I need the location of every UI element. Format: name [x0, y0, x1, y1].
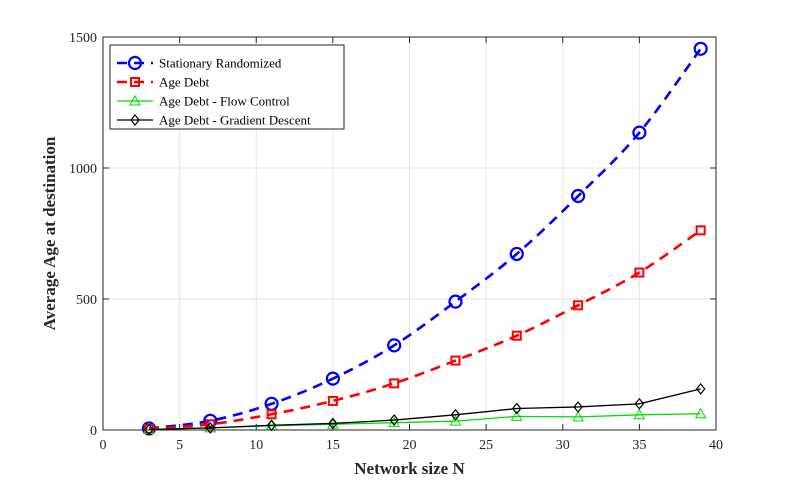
legend-marker	[130, 77, 140, 87]
x-tick-label: 30	[556, 438, 570, 453]
data-point	[511, 330, 522, 341]
x-tick-label: 35	[632, 438, 646, 453]
data-point	[266, 409, 277, 420]
y-tick-label: 500	[76, 293, 97, 308]
x-tick-label: 40	[709, 438, 723, 453]
series-line	[148, 388, 701, 431]
data-point	[634, 267, 645, 278]
legend: Stationary Randomized Age Debt Age Debt - …	[109, 44, 345, 130]
legend-label: Age Debt - Gradient Descent	[159, 113, 311, 128]
data-point	[327, 395, 338, 406]
series-4	[144, 382, 706, 436]
y-tick-label: 0	[90, 424, 97, 439]
x-axis-title: Network size N	[354, 459, 465, 478]
data-point	[573, 400, 583, 413]
data-point	[694, 407, 707, 419]
x-tick-label: 5	[176, 438, 183, 453]
legend-marker	[127, 55, 143, 71]
series-layer	[141, 41, 708, 436]
y-tick-label: 1500	[69, 31, 97, 46]
legend-entry-2: Age Debt	[117, 75, 210, 90]
data-point	[205, 421, 216, 434]
series-line	[148, 48, 702, 430]
data-point	[693, 41, 708, 56]
data-point	[634, 397, 645, 410]
x-tick-label: 25	[479, 438, 493, 453]
x-tick-label: 0	[100, 438, 107, 453]
data-point	[450, 408, 461, 421]
legend-entry-3: Age Debt - Flow Control	[117, 94, 290, 109]
data-point	[573, 300, 584, 311]
series-line	[148, 229, 702, 431]
data-point	[389, 414, 399, 427]
data-point	[572, 410, 584, 422]
data-point	[633, 408, 646, 420]
data-point	[449, 415, 462, 426]
data-point	[450, 355, 461, 366]
data-point	[512, 402, 522, 415]
legend-label: Age Debt - Flow Control	[159, 94, 290, 109]
x-tick-label: 20	[403, 438, 417, 453]
y-tick-label: 1000	[69, 162, 97, 177]
y-axis-title: Average Age at destination	[40, 136, 59, 330]
data-point	[387, 338, 402, 353]
data-point	[509, 246, 524, 262]
legend-label: Age Debt	[159, 75, 210, 90]
data-point	[203, 413, 218, 428]
legend-marker	[130, 114, 140, 126]
data-point	[632, 125, 647, 140]
legend-entry-1: Stationary Randomized	[117, 56, 282, 71]
data-point	[448, 294, 463, 309]
data-point	[325, 371, 340, 386]
legend-entry-4: Age Debt - Gradient Descent	[117, 113, 311, 128]
data-point	[510, 410, 523, 421]
data-point	[389, 378, 400, 389]
data-point	[695, 225, 706, 236]
legend-label: Stationary Randomized	[159, 56, 282, 71]
x-tick-label: 10	[249, 438, 263, 453]
x-tick-label: 15	[326, 438, 340, 453]
legend-marker	[129, 94, 141, 106]
axis-ticks: 0 5 10 15 20 25 30 35 40 0 500 1000 1500	[69, 31, 723, 453]
data-point	[144, 423, 154, 436]
data-point	[695, 382, 706, 395]
data-point	[570, 188, 586, 204]
legend-box	[109, 44, 345, 130]
